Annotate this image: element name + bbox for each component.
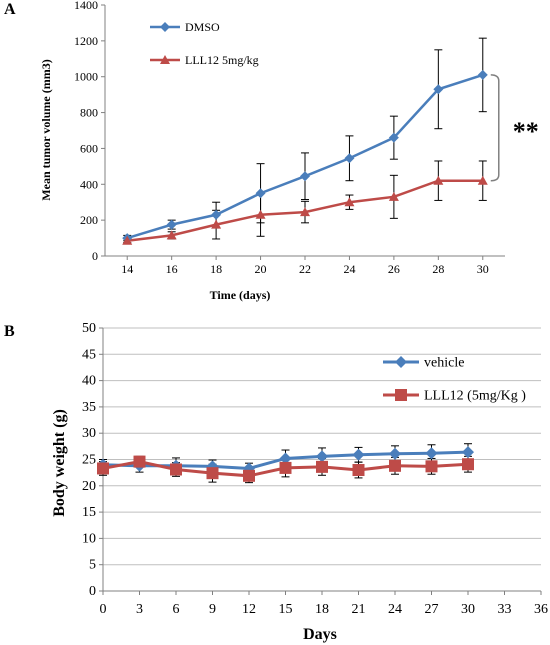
data-point-series-1 bbox=[133, 455, 146, 468]
panel-b-label: B bbox=[4, 323, 15, 340]
x-tick-label: 0 bbox=[100, 602, 107, 617]
x-tick-label: 15 bbox=[279, 602, 293, 617]
y-tick-label: 15 bbox=[82, 505, 96, 520]
data-point-series-1 bbox=[344, 197, 355, 207]
legend-marker-0 bbox=[395, 356, 407, 368]
panel-a-x-axis-title: Time (days) bbox=[210, 288, 271, 302]
y-tick-label: 45 bbox=[82, 347, 96, 362]
data-point-series-0 bbox=[300, 171, 310, 182]
y-tick-label: 25 bbox=[82, 453, 96, 468]
legend-label-0: DMSO bbox=[185, 20, 220, 34]
y-tick-label: 200 bbox=[80, 213, 98, 227]
data-point-series-0 bbox=[211, 209, 222, 220]
data-point-series-1 bbox=[170, 463, 182, 476]
x-tick-label: 21 bbox=[352, 602, 366, 617]
legend-marker-0 bbox=[160, 22, 170, 32]
data-point-series-1 bbox=[477, 175, 488, 185]
x-tick-label: 33 bbox=[498, 602, 512, 617]
y-tick-label: 20 bbox=[82, 479, 96, 494]
y-tick-label: 400 bbox=[80, 177, 98, 191]
x-tick-label: 28 bbox=[432, 262, 444, 276]
significance-bracket bbox=[490, 74, 500, 182]
data-point-series-1 bbox=[300, 207, 310, 217]
data-point-series-0 bbox=[477, 69, 488, 80]
x-tick-label: 24 bbox=[343, 262, 355, 276]
panel-b-chart: B Days Body weight (g) 05101520253035404… bbox=[4, 321, 548, 643]
y-tick-label: 0 bbox=[92, 249, 98, 263]
data-point-series-1 bbox=[388, 191, 399, 201]
legend-marker-1 bbox=[395, 389, 407, 401]
x-tick-label: 12 bbox=[242, 602, 256, 617]
data-point-series-1 bbox=[166, 230, 177, 240]
y-tick-label: 800 bbox=[80, 106, 98, 120]
data-point-series-0 bbox=[255, 188, 266, 199]
y-tick-label: 1200 bbox=[74, 34, 98, 48]
data-point-series-1 bbox=[122, 235, 133, 245]
data-point-series-1 bbox=[211, 219, 222, 229]
x-tick-label: 20 bbox=[255, 262, 267, 276]
y-tick-label: 600 bbox=[80, 141, 98, 155]
data-point-series-0 bbox=[433, 84, 444, 95]
x-tick-label: 26 bbox=[388, 262, 400, 276]
data-point-series-0 bbox=[316, 450, 328, 463]
legend-label-1: LLL12 5mg/kg bbox=[185, 53, 259, 67]
x-tick-label: 27 bbox=[425, 602, 439, 617]
data-point-series-0 bbox=[389, 447, 401, 460]
y-tick-label: 0 bbox=[89, 584, 96, 599]
data-point-series-0 bbox=[462, 446, 474, 459]
data-point-series-1 bbox=[97, 462, 109, 475]
data-point-series-0 bbox=[425, 447, 438, 460]
data-point-series-1 bbox=[206, 467, 219, 480]
data-point-series-0 bbox=[166, 219, 177, 230]
legend-label-1: LLL12 (5mg/Kg ) bbox=[424, 389, 526, 404]
data-point-series-1 bbox=[425, 460, 438, 473]
x-tick-label: 6 bbox=[173, 602, 180, 617]
data-point-series-0 bbox=[388, 132, 399, 143]
y-tick-label: 10 bbox=[82, 531, 96, 546]
significance-label: ** bbox=[513, 117, 539, 146]
x-tick-label: 30 bbox=[461, 602, 475, 617]
y-tick-label: 1000 bbox=[74, 70, 98, 84]
data-point-series-1 bbox=[243, 469, 255, 482]
x-tick-label: 22 bbox=[299, 262, 311, 276]
y-tick-label: 30 bbox=[82, 426, 96, 441]
data-point-series-1 bbox=[433, 175, 444, 185]
data-point-series-1 bbox=[316, 460, 328, 473]
data-point-series-1 bbox=[462, 458, 474, 471]
x-tick-label: 24 bbox=[388, 602, 402, 617]
legend-label-0: vehicle bbox=[424, 356, 464, 371]
x-tick-label: 3 bbox=[136, 602, 143, 617]
y-tick-label: 5 bbox=[89, 558, 96, 573]
y-tick-label: 50 bbox=[82, 321, 96, 336]
panel-b-x-axis-title: Days bbox=[303, 626, 337, 643]
x-tick-label: 9 bbox=[209, 602, 216, 617]
panel-a-chart: A Time (days) Mean tumor volume (mm3) 0 2… bbox=[4, 0, 539, 302]
data-point-series-1 bbox=[279, 461, 292, 474]
x-tick-label: 30 bbox=[477, 262, 489, 276]
legend-marker-1 bbox=[160, 55, 170, 64]
data-point-series-0 bbox=[279, 452, 292, 465]
x-tick-label: 16 bbox=[166, 262, 178, 276]
y-tick-label: 40 bbox=[82, 374, 96, 389]
x-tick-label: 18 bbox=[210, 262, 222, 276]
x-tick-label: 36 bbox=[534, 602, 548, 617]
panel-a-y-axis-title: Mean tumor volume (mm3) bbox=[39, 59, 53, 200]
data-point-series-0 bbox=[344, 153, 355, 164]
data-point-series-1 bbox=[255, 209, 266, 219]
x-tick-label: 18 bbox=[315, 602, 329, 617]
data-point-series-1 bbox=[389, 459, 401, 472]
x-tick-label: 14 bbox=[121, 262, 133, 276]
data-point-series-0 bbox=[352, 448, 365, 461]
y-tick-label: 35 bbox=[82, 400, 96, 415]
panel-a-label: A bbox=[4, 1, 16, 18]
panel-b-y-axis-title: Body weight (g) bbox=[51, 409, 68, 517]
data-point-series-1 bbox=[352, 464, 365, 477]
y-tick-label: 1400 bbox=[74, 0, 98, 12]
